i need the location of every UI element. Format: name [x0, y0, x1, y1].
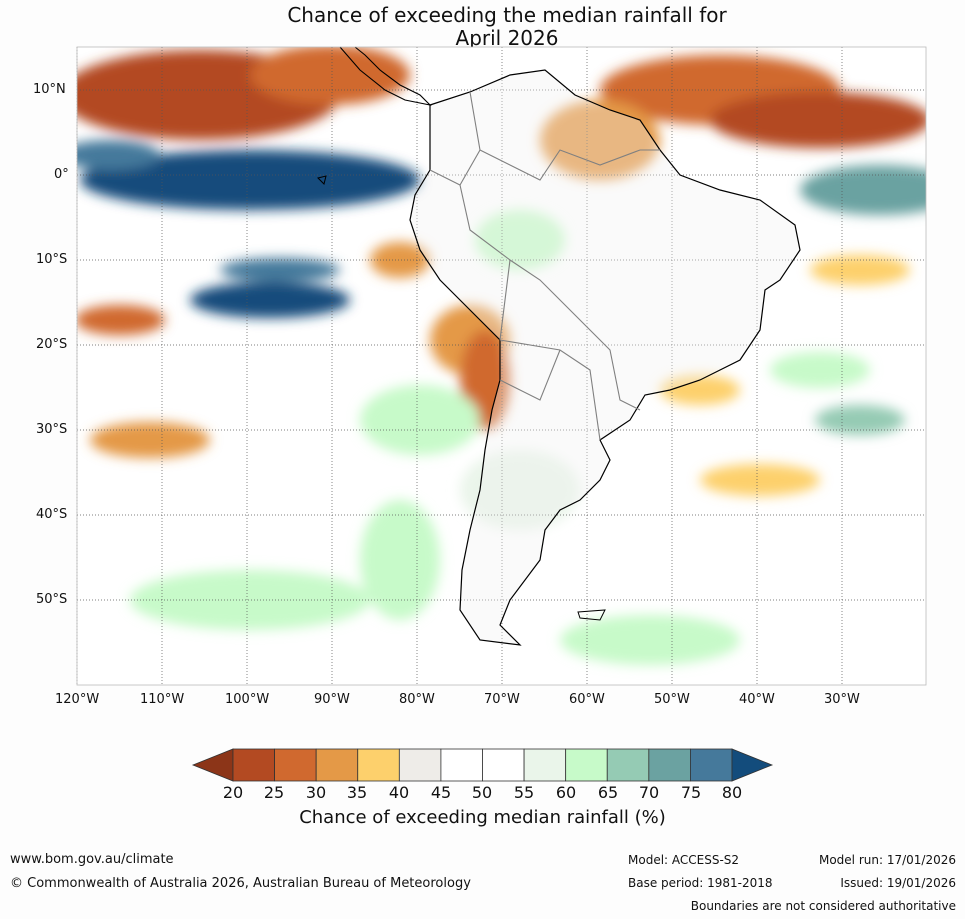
colorbar-swatch: [232, 748, 275, 782]
wet-patch: [475, 210, 565, 270]
colorbar-swatch: [274, 748, 317, 782]
wet-patch: [77, 140, 160, 170]
footer-url[interactable]: www.bom.gov.au/climate: [10, 852, 174, 867]
wet-patch: [130, 570, 370, 630]
title-line-1: Chance of exceeding the median rainfall …: [287, 3, 727, 27]
wet-patch: [80, 150, 420, 210]
lat-label: 20°S: [36, 337, 68, 352]
lat-label: 0°: [54, 167, 69, 182]
colorbar-swatch: [357, 748, 400, 782]
colorbar-arrow-low: [191, 748, 234, 782]
colorbar-tick: 35: [346, 783, 368, 802]
dry-patch: [660, 375, 740, 405]
lat-label: 10°N: [33, 82, 66, 97]
colorbar-swatch: [398, 748, 442, 782]
wet-patch: [360, 500, 440, 620]
dry-patch: [370, 242, 430, 278]
colorbar-tick: 55: [513, 783, 535, 802]
lon-label: 50°W: [654, 692, 690, 707]
central-america-coastline: [339, 46, 432, 106]
lon-label: 40°W: [739, 692, 775, 707]
dry-patch: [77, 305, 165, 335]
wet-patch: [560, 615, 740, 665]
colorbar-tick: 45: [430, 783, 452, 802]
footer-model: Model: ACCESS-S2: [628, 853, 740, 867]
colorbar-swatch: [606, 748, 650, 782]
dry-patch: [700, 464, 820, 496]
lon-label: 80°W: [399, 692, 435, 707]
footer-model-run: Model run: 17/01/2026: [818, 853, 956, 867]
wet-patch: [800, 165, 926, 215]
colorbar-tick: 70: [638, 783, 660, 802]
colorbar-tick: 25: [263, 783, 285, 802]
lon-label: 100°W: [225, 692, 270, 707]
map-title: Chance of exceeding the median rainfall …: [0, 4, 965, 50]
colorbar-tick: 75: [680, 783, 702, 802]
colorbar-tick: 40: [388, 783, 410, 802]
lon-label: 110°W: [140, 692, 185, 707]
dry-patch: [250, 47, 410, 105]
colorbar-swatch: [523, 748, 567, 782]
lon-label: 60°W: [569, 692, 605, 707]
wet-patch: [770, 352, 870, 388]
colorbar-tick: 50: [471, 783, 493, 802]
map-frame: [76, 46, 927, 686]
colorbar: [191, 748, 774, 782]
colorbar-tick: 30: [305, 783, 327, 802]
wet-patch: [460, 450, 580, 530]
footer-issued: Issued: 19/01/2026: [840, 876, 956, 890]
dry-patch: [90, 422, 210, 458]
colorbar-tick: 80: [721, 783, 743, 802]
colorbar-tick: 20: [222, 783, 244, 802]
south-america-coastline: [409, 69, 801, 646]
colorbar-swatch: [648, 748, 691, 782]
dry-patch: [710, 92, 926, 148]
falkland-islands: [577, 609, 606, 621]
colorbar-swatch: [690, 748, 733, 782]
lon-label: 90°W: [314, 692, 350, 707]
lon-label: 30°W: [824, 692, 860, 707]
colorbar-tick: 60: [555, 783, 577, 802]
colorbar-swatch: [315, 748, 359, 782]
lon-label: 70°W: [484, 692, 520, 707]
colorbar-swatch: [565, 748, 608, 782]
colorbar-arrow-high: [731, 748, 774, 782]
lat-label: 10°S: [36, 252, 68, 267]
wet-patch: [360, 385, 480, 455]
dry-patch: [540, 100, 660, 180]
footer-base-period: Base period: 1981-2018: [628, 876, 773, 890]
galapagos-islands: [317, 175, 327, 185]
colorbar-title: Chance of exceeding median rainfall (%): [299, 807, 666, 828]
footer-copyright: © Commonwealth of Australia 2026, Austra…: [10, 876, 471, 891]
lon-label: 120°W: [55, 692, 100, 707]
wet-patch: [190, 282, 350, 318]
colorbar-swatch: [482, 748, 525, 782]
lat-label: 50°S: [36, 592, 68, 607]
title-line-2: April 2026: [455, 26, 559, 50]
probability-field: [77, 47, 926, 665]
country-borders: [429, 91, 660, 441]
dry-patch: [810, 255, 910, 285]
wet-patch: [220, 258, 340, 282]
wet-patch: [815, 405, 905, 435]
colorbar-tick: 65: [597, 783, 619, 802]
colorbar-swatch: [440, 748, 483, 782]
footer-disclaimer: Boundaries are not considered authoritat…: [690, 899, 956, 913]
lat-label: 40°S: [36, 507, 68, 522]
lat-label: 30°S: [36, 422, 68, 437]
